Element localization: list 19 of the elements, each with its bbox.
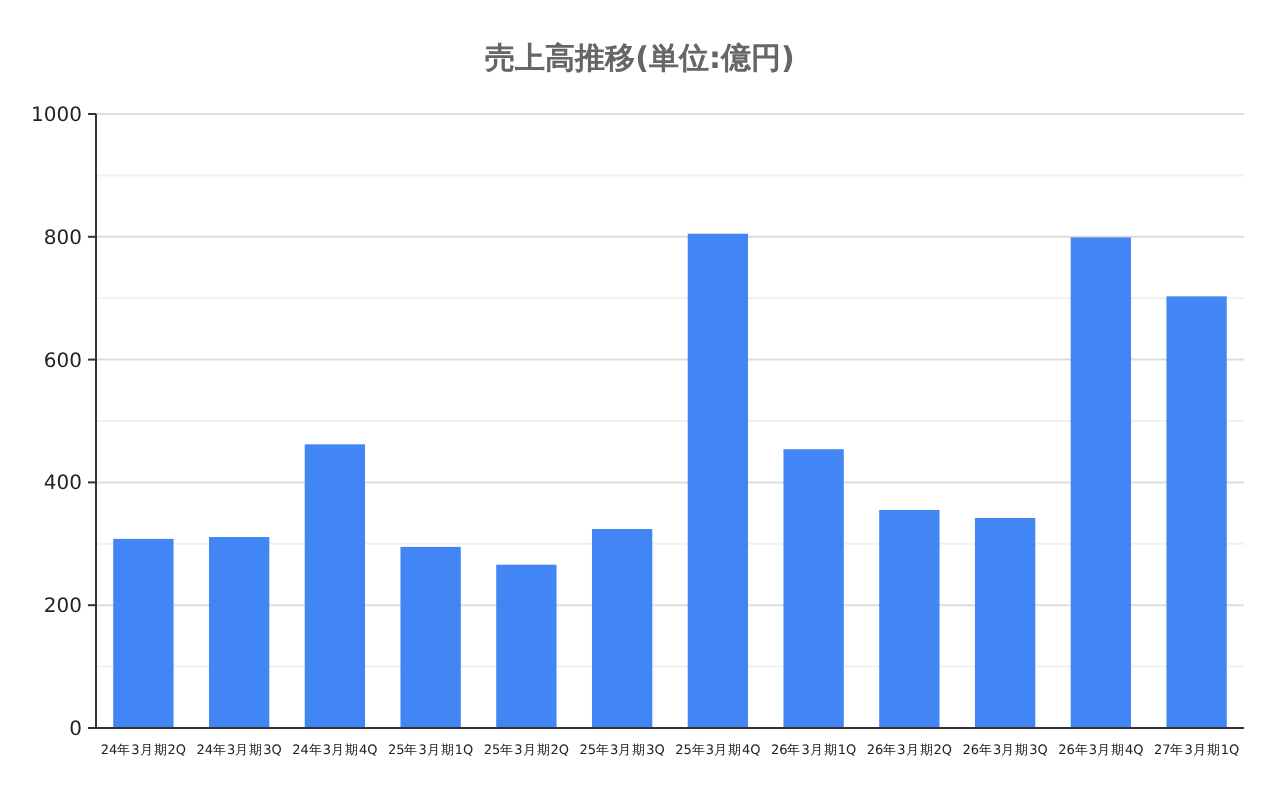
bar — [496, 564, 557, 728]
y-tick-label: 200 — [43, 596, 82, 619]
bar — [879, 510, 940, 728]
y-tick-label: 600 — [43, 350, 82, 373]
bar — [1166, 296, 1227, 728]
bar — [400, 546, 461, 728]
bar — [687, 233, 749, 728]
bar — [208, 537, 270, 728]
bar — [1070, 237, 1132, 728]
y-tick-label: 1000 — [31, 105, 82, 127]
y-tick-label: 800 — [43, 227, 82, 250]
bar — [113, 538, 174, 728]
bar — [591, 529, 653, 728]
y-tick-label: 400 — [43, 473, 82, 496]
y-tick-label: 0 — [69, 719, 82, 741]
bar — [783, 449, 844, 728]
chart-title: 売上高推移(単位:億円) — [485, 40, 795, 76]
bar — [304, 444, 366, 728]
bar — [974, 518, 1036, 728]
